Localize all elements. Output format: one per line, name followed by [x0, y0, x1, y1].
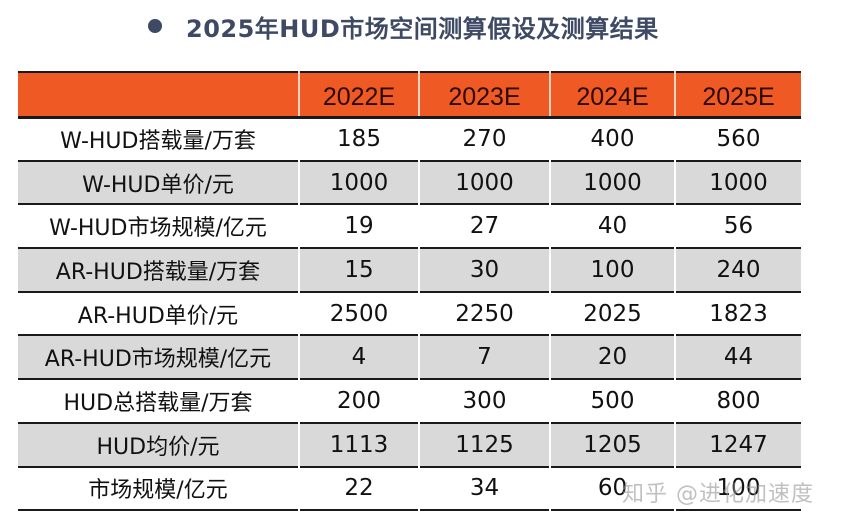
row-label: W-HUD单价/元 — [82, 172, 234, 198]
row-label: AR-HUD市场规模/亿元 — [44, 347, 272, 373]
table-cell: 1000 — [298, 160, 419, 205]
row-label: AR-HUD单价/元 — [77, 303, 239, 329]
table-cell: 1205 — [549, 422, 675, 467]
table-cell: 56 — [674, 204, 801, 249]
table-cell: 1125 — [418, 422, 550, 467]
row-label: HUD总搭载量/万套 — [63, 390, 253, 416]
row-label: AR-HUD搭载量/万套 — [55, 259, 261, 285]
table-cell: 1000 — [549, 160, 675, 205]
table-cell: 240 — [674, 248, 801, 292]
table-cell: 4 — [298, 335, 419, 380]
table-cell: 2500 — [298, 291, 419, 336]
table-cell: 500 — [549, 379, 675, 423]
table-row: W-HUD市场规模/亿元 19 27 40 56 — [18, 204, 801, 249]
table-cell: 34 — [418, 466, 550, 511]
table-cell: 560 — [674, 117, 801, 161]
table-cell: 22 — [298, 466, 419, 511]
table-cell: 1113 — [298, 422, 419, 467]
table-cell: 1000 — [418, 160, 550, 205]
table-cell: 1823 — [674, 291, 801, 336]
table-cell: 2025 — [549, 291, 675, 336]
title-text: 2025年HUD市场空间测算假设及测算结果 — [186, 14, 659, 43]
row-label: W-HUD搭载量/万套 — [60, 129, 256, 155]
table-cell: 270 — [418, 117, 550, 161]
table-cell: 40 — [549, 204, 675, 249]
table-row: AR-HUD单价/元 2500 2250 2025 1823 — [18, 291, 801, 336]
table-row: W-HUD搭载量/万套 185 270 400 560 — [18, 117, 801, 161]
bullet-icon — [148, 19, 162, 33]
table-cell: 200 — [298, 379, 419, 423]
table-cell: 300 — [418, 379, 550, 423]
hud-market-table: 2022E 2023E 2024E 2025E W-HUD搭载量/万套 185 27… — [18, 71, 801, 511]
header-cell-empty — [18, 72, 299, 117]
table-header-row: 2022E 2023E 2024E 2025E — [18, 72, 801, 117]
table-cell: 7 — [418, 335, 550, 380]
header-cell-2024e: 2024E — [549, 72, 675, 117]
header-cell-2023e: 2023E — [418, 72, 550, 117]
table-row: 市场规模/亿元 22 34 60 100 — [18, 466, 801, 511]
row-label: W-HUD市场规模/亿元 — [49, 216, 267, 242]
table-cell: 30 — [418, 248, 550, 292]
table-cell: 27 — [418, 204, 550, 249]
table-row: W-HUD单价/元 1000 1000 1000 1000 — [18, 160, 801, 205]
table-cell: 400 — [549, 117, 675, 161]
table-row: AR-HUD搭载量/万套 15 30 100 240 — [18, 248, 801, 292]
table-cell: 185 — [298, 117, 419, 161]
table-cell: 44 — [674, 335, 801, 380]
table-cell: 1000 — [674, 160, 801, 205]
page-title: 2025年HUD市场空间测算假设及测算结果 — [148, 8, 659, 44]
table-row: AR-HUD市场规模/亿元 4 7 20 44 — [18, 335, 801, 380]
table-cell: 60 — [549, 466, 675, 511]
table-row: HUD均价/元 1113 1125 1205 1247 — [18, 422, 801, 467]
table-cell: 100 — [549, 248, 675, 292]
table-cell: 19 — [298, 204, 419, 249]
table-cell: 1247 — [674, 422, 801, 467]
row-label: 市场规模/亿元 — [88, 478, 228, 504]
table-cell: 800 — [674, 379, 801, 423]
table-cell: 15 — [298, 248, 419, 292]
table-cell: 20 — [549, 335, 675, 380]
header-cell-2022e: 2022E — [298, 72, 419, 117]
header-cell-2025e: 2025E — [674, 72, 801, 117]
row-label: HUD均价/元 — [96, 434, 220, 460]
table-cell: 100 — [674, 466, 801, 511]
table-cell: 2250 — [418, 291, 550, 336]
table-row: HUD总搭载量/万套 200 300 500 800 — [18, 379, 801, 423]
